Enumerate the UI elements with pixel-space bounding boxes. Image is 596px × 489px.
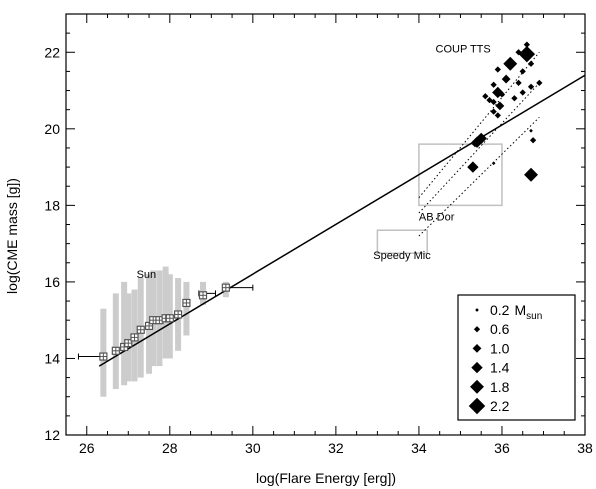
coup-point [498,91,506,98]
coup-point [501,74,511,84]
sun-band [121,281,128,386]
x-axis: 26 28 30 32 34 36 38 [79,14,593,456]
coup-point [518,45,536,63]
star-box [418,143,503,207]
legend-marker [472,344,482,353]
coup-point [524,167,538,182]
star-box [376,229,428,254]
y-tick-label: 18 [44,197,60,213]
star-boxes [376,143,503,254]
y-axis: 12 14 16 18 20 22 [44,13,585,443]
coup-point [494,112,501,119]
dotted-line [418,51,540,199]
coup-point [511,95,518,102]
x-tick-label: 26 [79,440,95,456]
y-tick-label: 12 [44,427,60,443]
y-tick-label: 20 [44,121,60,137]
coup-point [471,141,479,148]
sun-point [130,333,139,342]
coup-point [490,81,497,88]
x-tick-label: 28 [162,440,178,456]
annotation-sun: Sun [137,269,157,281]
coup-point [519,89,526,96]
x-tick-label: 36 [494,440,510,456]
coup-point [503,56,518,71]
annotation-abdor: AB Dor [419,212,455,224]
sun-point [182,298,191,308]
y-axis-title: log(CME mass [g]) [4,178,20,294]
annotation-coup: COUP TTS [436,43,491,55]
sun-point [144,321,154,331]
coup-point [536,79,543,87]
coup-point [475,132,487,145]
sun-band [162,266,169,359]
x-tick-label: 32 [328,440,344,456]
y-tick-label: 14 [44,350,60,366]
dotted-lines [418,51,540,237]
legend-marker [470,379,484,394]
legend-label: 2.2 [490,398,510,414]
x-axis-title: log(Flare Energy [erg]) [256,470,396,486]
x-tick-label: 30 [245,440,261,456]
sun-point [198,291,208,300]
legend-marker [475,308,479,312]
coup-point [515,79,522,87]
coup-point [529,137,537,144]
legend-marker [473,326,481,333]
legend-label: 0.6 [490,321,510,337]
coup-point [482,93,489,100]
sun-point [221,283,230,292]
sun-point [111,346,120,355]
sun-point [99,352,108,361]
coup-point [519,68,526,75]
coup-point [490,98,497,106]
y-tick-label: 22 [44,44,60,60]
x-tick-label: 34 [411,440,427,456]
legend-marker [468,397,486,415]
sun-points [99,283,230,361]
legend-label: 1.4 [490,360,510,376]
legend-label: 1.8 [490,379,510,395]
sun-band [112,293,119,390]
x-tick-label: 38 [577,440,593,456]
coup-point [491,161,496,166]
coup-point [467,161,479,173]
sun-point [165,314,174,323]
sun-point [124,339,133,348]
coup-point [527,83,535,90]
legend-label: 1.0 [490,340,510,356]
sun-band [125,293,132,382]
sun-band [183,281,190,336]
dotted-line [418,82,540,214]
coup-point [495,101,505,111]
sun-point [136,325,145,334]
coup-point [490,108,497,115]
sun-spread-bands [100,266,229,397]
coup-point [494,66,501,73]
y-tick-label: 16 [44,274,60,290]
dotted-line [418,116,540,237]
legend-marker [471,361,483,374]
coup-point [523,41,530,48]
coup-point [527,60,535,67]
sun-point [174,310,183,319]
coup-point [529,128,533,133]
annotations: Sun COUP TTS AB Dor Speedy Mic [137,43,491,281]
annotation-speedymic: Speedy Mic [373,250,431,262]
coup-points [467,41,543,182]
